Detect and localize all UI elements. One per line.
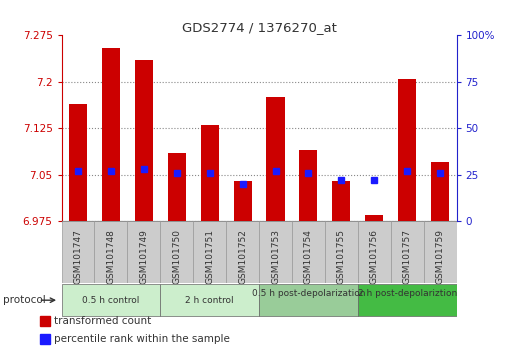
Bar	[168, 153, 186, 221]
Bar	[424, 221, 457, 283]
Text: GSM101757: GSM101757	[403, 229, 412, 284]
Text: 0.5 h control: 0.5 h control	[82, 296, 140, 304]
Text: transformed count: transformed count	[54, 316, 151, 326]
Text: GSM101747: GSM101747	[73, 229, 83, 284]
Text: percentile rank within the sample: percentile rank within the sample	[54, 334, 230, 344]
Bar	[300, 150, 318, 221]
Bar	[69, 104, 87, 221]
Text: GSM101753: GSM101753	[271, 229, 280, 284]
Bar	[292, 221, 325, 283]
Bar	[160, 284, 259, 316]
Bar	[62, 284, 160, 316]
Bar	[102, 48, 120, 221]
Bar	[94, 221, 127, 283]
Bar	[135, 60, 153, 221]
Bar	[358, 221, 391, 283]
Bar	[332, 181, 350, 221]
Title: GDS2774 / 1376270_at: GDS2774 / 1376270_at	[182, 21, 337, 34]
Bar	[266, 97, 285, 221]
Text: GSM101755: GSM101755	[337, 229, 346, 284]
Text: 0.5 h post-depolarization: 0.5 h post-depolarization	[252, 289, 365, 308]
Text: GSM101749: GSM101749	[140, 229, 148, 284]
Text: protocol: protocol	[3, 295, 45, 305]
Text: GSM101754: GSM101754	[304, 229, 313, 284]
Bar	[391, 221, 424, 283]
Bar	[259, 284, 358, 316]
Text: GSM101759: GSM101759	[436, 229, 445, 284]
Bar	[259, 221, 292, 283]
Text: GSM101756: GSM101756	[370, 229, 379, 284]
Bar	[127, 221, 160, 283]
Bar	[431, 162, 449, 221]
Text: GSM101751: GSM101751	[205, 229, 214, 284]
Text: GSM101752: GSM101752	[238, 229, 247, 284]
Bar	[358, 284, 457, 316]
Bar	[40, 316, 50, 326]
Bar	[325, 221, 358, 283]
Bar	[40, 334, 50, 344]
Bar	[160, 221, 193, 283]
Bar	[233, 181, 252, 221]
Text: 2 h post-depolariztion: 2 h post-depolariztion	[358, 289, 457, 308]
Bar	[193, 221, 226, 283]
Bar	[62, 221, 94, 283]
Text: 2 h control: 2 h control	[185, 296, 234, 304]
Text: GSM101748: GSM101748	[106, 229, 115, 284]
Bar	[398, 79, 416, 221]
Text: GSM101750: GSM101750	[172, 229, 181, 284]
Bar	[226, 221, 259, 283]
Bar	[201, 125, 219, 221]
Bar	[365, 215, 383, 221]
